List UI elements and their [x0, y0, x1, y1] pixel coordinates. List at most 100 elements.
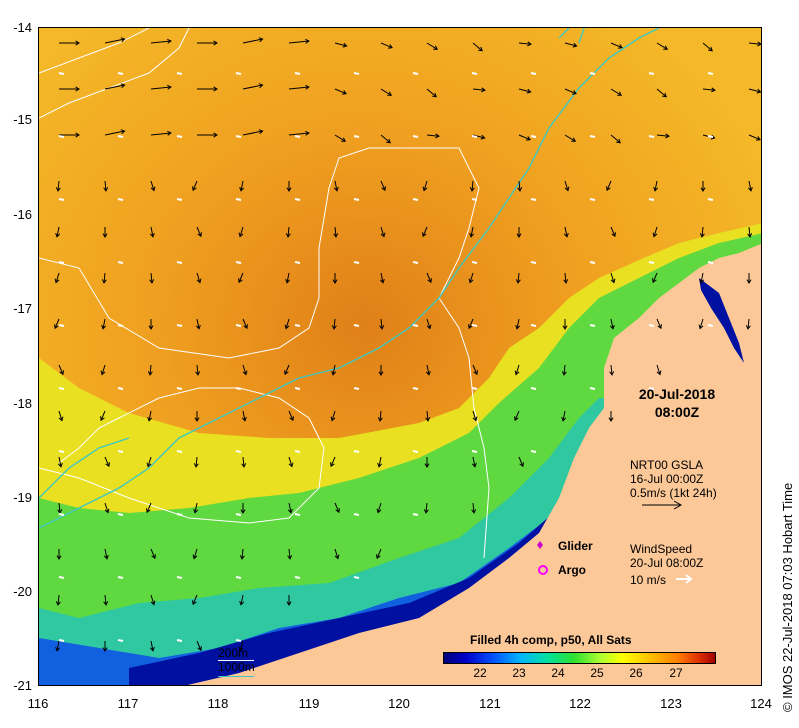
wind-vector: [589, 261, 596, 264]
current-arrow: [58, 364, 64, 375]
current-arrow: [748, 88, 761, 93]
current-arrow: [57, 180, 60, 192]
current-arrow-head: [239, 600, 245, 606]
current-arrow: [150, 640, 154, 651]
wind-vector: [117, 135, 124, 138]
current-arrow-head: [478, 46, 483, 52]
current-arrow: [656, 364, 661, 375]
current-arrow: [468, 318, 474, 329]
current-arrow: [606, 180, 612, 191]
colorbar-tick: 22: [473, 666, 487, 680]
wind-vector: [353, 450, 360, 453]
current-arrow-head: [54, 278, 60, 284]
current-arrow: [377, 502, 382, 513]
current-arrow: [426, 134, 439, 137]
wind-vector: [294, 198, 301, 201]
current-arrow: [242, 38, 263, 44]
wind-vector: [412, 261, 419, 264]
glider-label: Glider: [558, 539, 593, 553]
current-arrow-head: [378, 371, 384, 376]
wind-vector: [176, 639, 183, 642]
current-arrow: [242, 410, 246, 421]
current-arrow-head: [561, 416, 567, 422]
current-arrow: [196, 640, 202, 651]
current-arrow-head: [149, 232, 155, 238]
colorbar-tick: 23: [512, 666, 526, 680]
wind-vector: [471, 198, 478, 201]
current-arrow: [195, 456, 198, 468]
current-arrow: [472, 88, 485, 91]
current-arrow-head: [258, 37, 264, 43]
x-tick-label: 116: [27, 696, 49, 711]
current-arrow-head: [380, 232, 386, 238]
current-arrow: [517, 272, 520, 284]
wind-vector: [58, 387, 65, 390]
x-tick-label: 119: [298, 696, 320, 711]
current-arrow: [610, 134, 621, 144]
current-arrow-head: [213, 132, 218, 138]
wind-vectors: [58, 72, 714, 642]
current-arrow: [472, 364, 478, 375]
current-arrow-head: [59, 370, 64, 376]
wind-vector: [176, 198, 183, 201]
current-arrow: [285, 318, 290, 329]
contour-200m-inner: [39, 387, 325, 524]
current-arrow: [380, 318, 383, 329]
current-arrow-head: [652, 278, 657, 284]
current-arrow-head: [193, 463, 199, 468]
current-arrow-head: [55, 232, 61, 238]
current-arrow-head: [699, 278, 705, 284]
current-arrow-head: [527, 41, 532, 47]
current-arrow-head: [305, 130, 310, 136]
current-arrow-head: [610, 278, 616, 284]
current-arrow: [376, 548, 382, 559]
current-arrow: [104, 84, 125, 90]
wind-vector: [58, 198, 65, 201]
current-arrow-head: [287, 555, 293, 560]
current-arrow-head: [305, 38, 310, 44]
current-arrow-head: [377, 417, 383, 422]
current-arrow: [654, 180, 658, 191]
current-arrow: [288, 502, 292, 513]
current-arrow-head: [120, 37, 126, 43]
y-tick-label: -19: [13, 490, 32, 505]
current-arrow-head: [423, 509, 429, 514]
current-arrow: [146, 502, 152, 513]
current-arrow-head: [611, 232, 616, 238]
depth-legend-1000m-line: [218, 676, 254, 677]
current-arrow-head: [287, 508, 293, 514]
wind-vector: [353, 261, 360, 264]
current-arrow-head: [711, 87, 716, 93]
wind-vector: [294, 72, 301, 75]
y-tick-label: -18: [13, 396, 32, 411]
wind-vector: [353, 135, 360, 138]
current-arrow-head: [564, 186, 570, 192]
wind-vector: [117, 324, 124, 327]
wind-legend-arrow-icon: [676, 574, 693, 584]
colorbar-tick: 24: [551, 666, 565, 680]
current-arrow-head: [243, 324, 248, 330]
current-arrow: [472, 456, 476, 467]
wind-vector: [294, 324, 301, 327]
wind-vector: [530, 135, 537, 138]
wind-vector: [294, 450, 301, 453]
current-arrow: [515, 364, 520, 375]
wind-vector: [58, 324, 65, 327]
colorbar: [443, 652, 716, 664]
current-arrow-head: [561, 371, 567, 376]
current-arrow-head: [514, 370, 520, 376]
current-arrow-head: [519, 462, 524, 468]
current-arrow: [380, 272, 384, 283]
current-arrow: [653, 226, 658, 237]
current-arrow-head: [472, 416, 478, 422]
current-arrow-head: [516, 233, 522, 238]
current-arrow-head: [526, 88, 532, 94]
current-arrow: [426, 88, 437, 98]
current-arrow-head: [514, 416, 519, 422]
colorbar-tick: 25: [590, 666, 604, 680]
current-arrow-head: [745, 325, 751, 330]
current-arrow-head: [286, 601, 292, 606]
time-line: 08:00Z: [654, 404, 700, 420]
current-arrow-head: [662, 92, 667, 98]
current-arrow: [378, 456, 382, 467]
